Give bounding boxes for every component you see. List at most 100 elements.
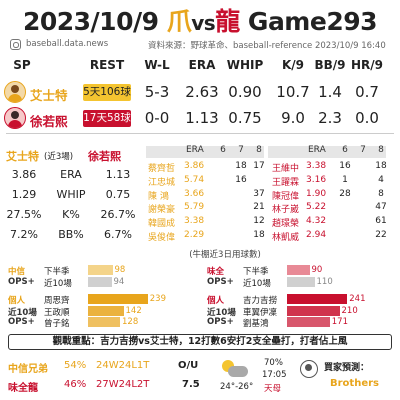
bullpen-row: 王躍霖 3.16 1 4: [268, 175, 386, 188]
pitcher-avatar: [4, 81, 26, 103]
pitcher-stat: 1.13: [185, 109, 219, 127]
bullpen-row: 王維中 3.38 16 18: [268, 161, 387, 174]
bullpen-day: 7: [238, 145, 244, 155]
ops-row: 近10場 王政順 142: [0, 305, 190, 318]
bullpen-legend: (牛棚近3日用球數): [189, 250, 261, 260]
column-header: BB/9: [314, 58, 346, 72]
ops-value: 110: [316, 276, 333, 287]
pitcher-stat: 9.0: [281, 109, 305, 127]
ops-bar: [287, 317, 330, 327]
ops-row-label: 下半季: [44, 267, 70, 277]
bullpen-name: 陳 鴻: [148, 191, 169, 202]
pitcher-rest: 17天58球: [83, 110, 131, 127]
recent-row: 27.5% K% 26.7%: [0, 208, 140, 222]
column-header: ERA: [188, 58, 216, 72]
recent-left-name: 艾士特: [6, 150, 39, 163]
recent-row: 1.29 WHIP 0.75: [0, 188, 140, 202]
recent-metric: K%: [62, 208, 80, 221]
avatar-head-icon: [11, 85, 19, 93]
bullpen-d8: 21: [253, 202, 265, 213]
pitcher-rest: 5天106球: [83, 84, 131, 101]
bullpen-d6: 1: [342, 174, 348, 185]
ops-value: 98: [114, 265, 126, 275]
ops-row-label: 曾子銘: [44, 319, 70, 329]
title-game: Game293: [247, 7, 378, 36]
ops-group-label: 味全: [207, 267, 225, 277]
odds-team: 中信兄弟: [8, 364, 48, 375]
bullpen-d8: 18: [253, 230, 265, 240]
avatar-body-icon: [8, 120, 22, 128]
cloud-icon: [228, 366, 248, 377]
bullpen-era-label: ERA: [186, 145, 204, 155]
odds-record: 27W24L2T: [96, 379, 150, 390]
ops-group-label: OPS+: [8, 317, 35, 327]
title-vs: vs: [191, 11, 216, 35]
bullpen-row: 蔡齊哲 3.86 18 17: [146, 161, 265, 174]
bullpen-day: 8: [378, 145, 384, 155]
divider: [6, 133, 394, 134]
prediction-pick: Brothers: [330, 378, 379, 389]
bullpen-era: 3.86: [184, 161, 205, 171]
avatar-head-icon: [11, 111, 19, 119]
pitcher-stat: 0.7: [355, 83, 379, 101]
ops-row: OPS+ 近10場 110: [205, 276, 395, 289]
ops-value: 128: [122, 317, 139, 327]
recent-right-value: 1.13: [105, 168, 131, 181]
pitcher-stat: 5-3: [144, 83, 170, 101]
weather-humidity: 70%: [264, 358, 283, 368]
avatar-body-icon: [8, 94, 22, 102]
pitcher-stat: 0-0: [144, 109, 170, 127]
recent-right-name: 徐若熙: [88, 150, 121, 163]
bullpen-name: 趙璟榮: [272, 219, 300, 230]
bullpen-name: 謝榮豪: [148, 205, 176, 216]
ops-group-label: 個人: [207, 296, 225, 306]
ops-bar: [88, 317, 120, 327]
bullpen-d8: 37: [253, 188, 265, 199]
ou-value: 7.5: [182, 379, 200, 390]
ops-group-label: OPS+: [207, 317, 234, 327]
bullpen-header-bar: [268, 146, 386, 158]
bullpen-d7: 16: [235, 174, 247, 185]
weather-icon: [220, 360, 250, 380]
ops-bar: [287, 294, 348, 304]
recent-row: 7.2% BB% 6.7%: [0, 228, 140, 242]
odds-record: 24W24L1T: [96, 360, 150, 371]
odds-team: 味全龍: [8, 383, 38, 394]
ops-row-label: 近10場: [243, 278, 271, 289]
recent-left-value: 3.86: [11, 168, 37, 181]
pitcher-stat: 2.63: [185, 83, 219, 101]
bullpen-row: 陳 鴻 3.66 37: [146, 188, 265, 202]
ops-row: OPS+ 曾子銘 128: [0, 317, 190, 329]
ops-value: 94: [113, 276, 125, 287]
ops-group-label: OPS+: [8, 276, 35, 287]
recent-metric: BB%: [58, 228, 84, 241]
bullpen-d6: 16: [339, 161, 351, 171]
bullpen-name: 江忠城: [148, 177, 176, 188]
column-header: SP: [13, 58, 31, 72]
bullpen-era: 3.66: [184, 188, 205, 199]
bullpen-name: 王躍霖: [272, 177, 300, 188]
bullpen-row: 韓國成 3.38 12: [146, 216, 265, 229]
ops-bar: [88, 265, 113, 275]
instagram-icon: [10, 39, 21, 50]
ops-row: 個人 周思齊 239: [0, 294, 190, 306]
bullpen-header-bar: [146, 146, 264, 158]
page-title: 2023/10/9 爪vs龍 Game293: [0, 2, 400, 36]
recent-right-value: 0.75: [105, 188, 131, 201]
recent-right-value: 26.7%: [100, 208, 136, 221]
ops-bar: [88, 305, 124, 316]
bullpen-era: 3.16: [306, 174, 327, 185]
weather-time: 17:05: [262, 370, 287, 380]
bullpen-name: 吳俊偉: [148, 233, 176, 243]
column-header: W-L: [144, 58, 170, 72]
bullpen-d8: 47: [375, 202, 387, 213]
ops-row-label: 劉基鴻: [243, 319, 269, 329]
ops-row: OPS+ 劉基鴻 171: [205, 317, 395, 329]
recent-metric: WHIP: [56, 188, 86, 201]
bullpen-d8: 17: [253, 161, 265, 171]
column-header: REST: [89, 58, 125, 72]
ops-row: 中信 下半季 98: [0, 265, 190, 277]
ops-row: 味全 下半季 90: [205, 265, 395, 277]
bullpen-era: 1.90: [306, 188, 327, 199]
site-name: baseball.data.news: [26, 39, 109, 49]
